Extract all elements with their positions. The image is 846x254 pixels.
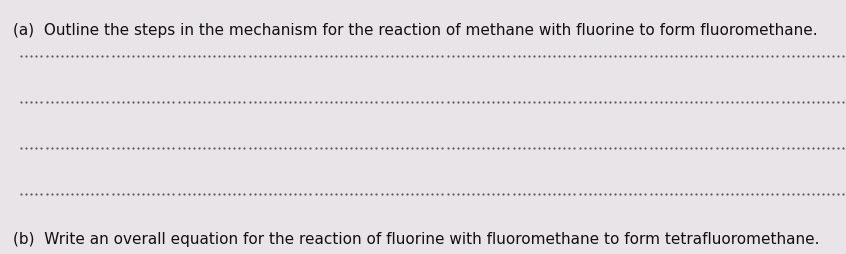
Text: (a)  Outline the steps in the mechanism for the reaction of methane with fluorin: (a) Outline the steps in the mechanism f… (13, 23, 817, 38)
Text: (b)  Write an overall equation for the reaction of fluorine with fluoromethane t: (b) Write an overall equation for the re… (13, 231, 819, 246)
